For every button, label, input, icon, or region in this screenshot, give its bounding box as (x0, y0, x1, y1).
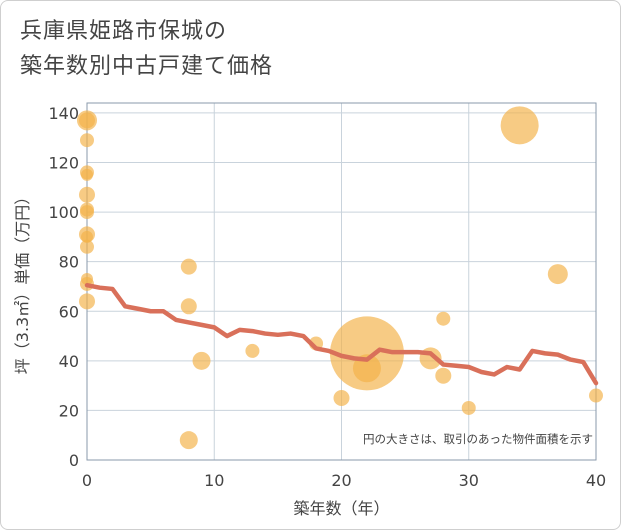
x-tick-label: 20 (331, 471, 351, 490)
bubble-size-note: 円の大きさは、取引のあった物件面積を示す (363, 432, 593, 446)
data-point (80, 239, 94, 254)
data-point (81, 230, 93, 243)
y-tick-label: 120 (48, 154, 79, 173)
data-point (80, 205, 94, 220)
data-point (500, 106, 539, 145)
data-point (435, 367, 452, 384)
data-point (245, 343, 260, 358)
data-point (81, 168, 93, 181)
y-tick-label: 60 (59, 302, 79, 321)
data-point (436, 311, 451, 326)
y-tick-label: 40 (59, 352, 79, 371)
data-point (547, 264, 568, 285)
chart-title: 兵庫県姫路市保城の 築年数別中古戸建て価格 (20, 14, 273, 84)
data-point (333, 390, 350, 407)
x-axis-label: 築年数（年） (293, 499, 389, 518)
data-point (179, 431, 198, 450)
data-point (352, 354, 381, 383)
bubble-series (77, 106, 603, 450)
data-point (80, 133, 94, 148)
data-point (79, 186, 95, 203)
x-tick-label: 10 (204, 471, 224, 490)
data-point (589, 388, 603, 403)
chart-title-line-2: 築年数別中古戸建て価格 (20, 54, 274, 79)
x-tick-label: 0 (82, 471, 92, 490)
y-tick-label: 100 (48, 203, 79, 222)
data-point (192, 351, 211, 370)
x-tick-label: 40 (586, 471, 606, 490)
chart-title-line-1: 兵庫県姫路市保城の (20, 19, 228, 44)
axis-ticks: 0 10 20 30 40 0 20 40 60 80 100 120 140 (48, 104, 606, 490)
y-tick-label: 140 (48, 104, 79, 123)
x-tick-label: 30 (459, 471, 479, 490)
data-point (329, 316, 404, 391)
data-point (461, 400, 476, 415)
data-point (180, 258, 197, 275)
data-point (79, 112, 95, 129)
y-tick-label: 0 (69, 451, 79, 470)
y-tick-label: 20 (59, 401, 79, 420)
average-line-series (84, 282, 599, 386)
data-point (180, 298, 197, 315)
y-axis-label: 坪（3.3㎡）単価（万円） (13, 189, 32, 374)
grid-lines (86, 102, 597, 461)
y-tick-label: 80 (59, 253, 79, 272)
data-point (79, 293, 95, 310)
average-price-line (84, 282, 599, 386)
